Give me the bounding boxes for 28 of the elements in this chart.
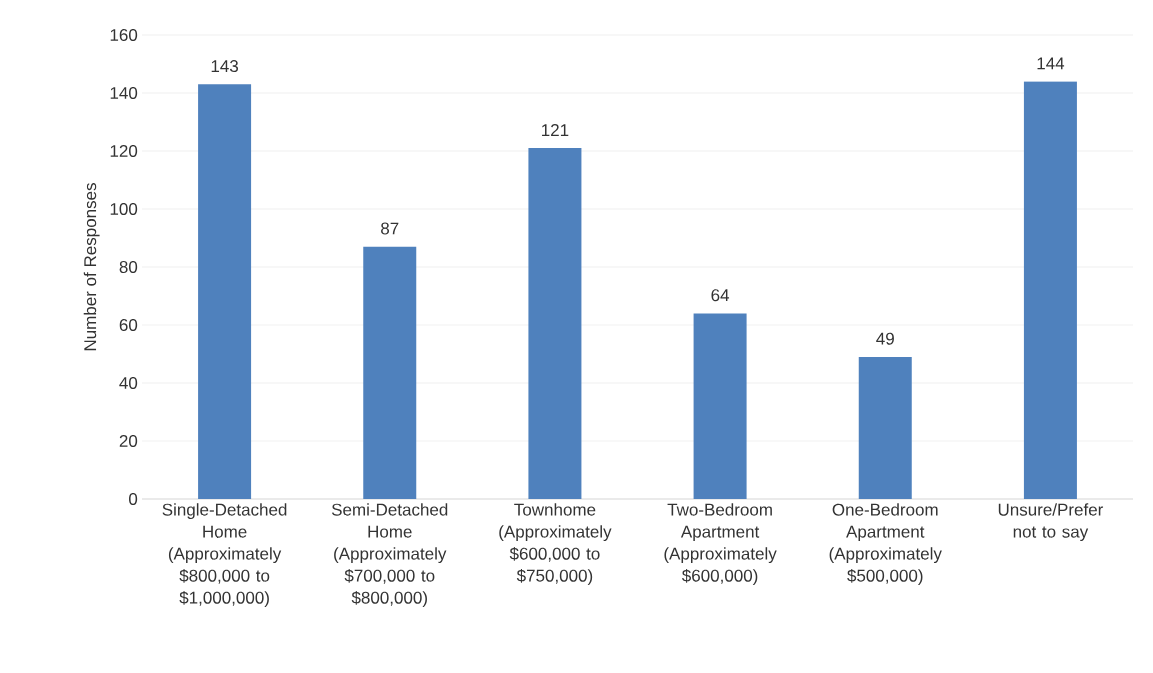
y-tick-label: 20 [119, 434, 138, 448]
data-label: 87 [381, 222, 399, 235]
data-label: 64 [711, 289, 730, 302]
bar [363, 246, 417, 499]
bar [528, 148, 582, 499]
x-tick-label: Single-Detached Home (Approximately $800,000 to $1,000,000) [162, 503, 287, 608]
y-tick-label: 40 [119, 376, 138, 390]
y-tick-label: 140 [110, 86, 138, 100]
y-tick-label: 100 [110, 202, 138, 216]
data-label: 144 [1037, 57, 1065, 70]
y-tick-label: 60 [119, 318, 138, 332]
x-tick-label: Townhome (Approximately $600,000 to $750,000) [499, 503, 612, 586]
y-tick-label: 0 [129, 492, 138, 506]
y-tick-label: 120 [110, 144, 138, 158]
y-tick-label: 160 [110, 28, 138, 42]
bar [1023, 81, 1077, 499]
bar [198, 84, 252, 499]
y-axis-title: Number of Responses [83, 183, 100, 351]
data-label: 143 [211, 60, 239, 73]
bar [858, 356, 912, 499]
data-label: 49 [876, 332, 894, 345]
x-tick-label: Two-Bedroom Apartment (Approximately $600,000) [664, 503, 777, 586]
x-tick-label: One-Bedroom Apartment (Approximately $500,000) [829, 503, 942, 586]
data-label: 121 [542, 124, 569, 136]
y-tick-label: 80 [119, 260, 138, 274]
bar [693, 313, 747, 499]
x-tick-label: Semi-Detached Home (Approximately $700,000 to $800,000) [331, 503, 448, 608]
x-tick-label: Unsure/Prefer not to say [998, 503, 1104, 542]
